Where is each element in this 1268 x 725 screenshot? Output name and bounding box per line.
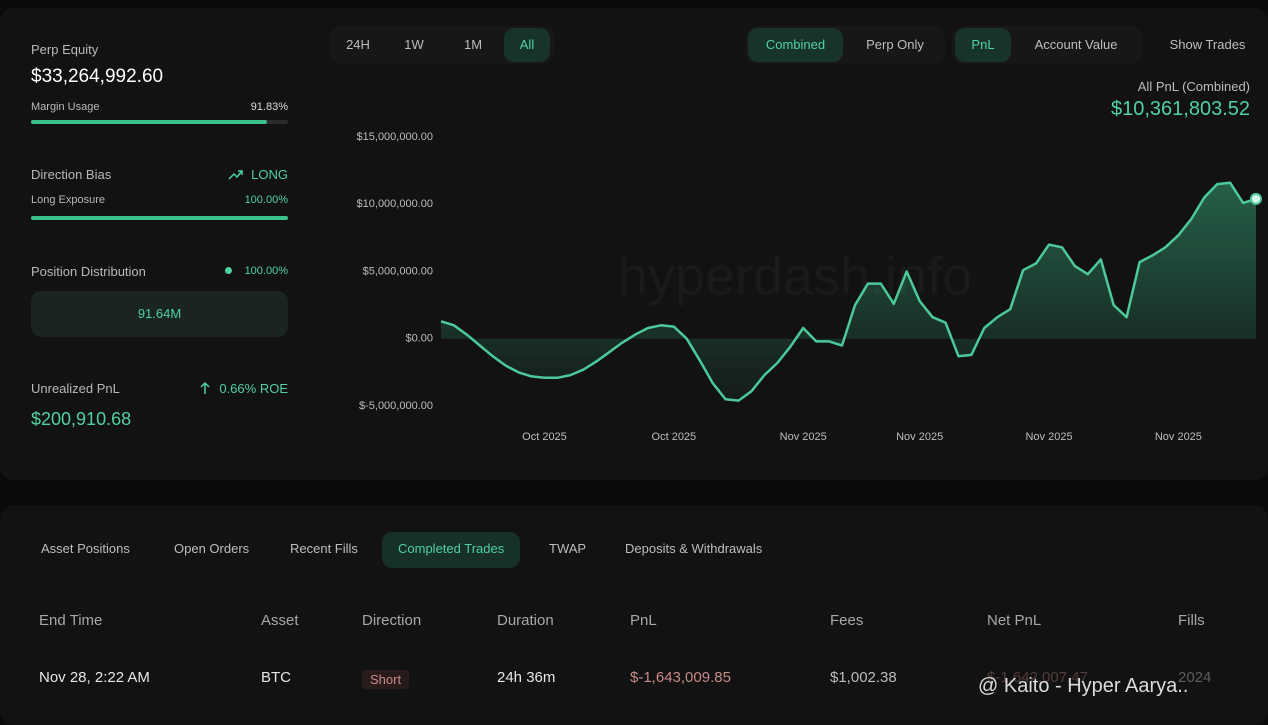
- label: Long Exposure: [31, 194, 105, 206]
- distribution-bar: 91.64M: [31, 291, 288, 337]
- dot: [225, 267, 232, 274]
- column-header: End Time: [39, 612, 103, 629]
- line: [440, 181, 1257, 402]
- cell: 2024: [1178, 669, 1212, 686]
- view-button[interactable]: Account Value: [1034, 37, 1118, 52]
- x-tick-label: Oct 2025: [652, 431, 697, 443]
- label: Unrealized PnL: [31, 381, 120, 396]
- x-tick-label: Oct 2025: [522, 431, 567, 443]
- x-tick-label: Nov 2025: [1025, 431, 1072, 443]
- cell: Short: [362, 670, 410, 689]
- column-header: Asset: [261, 612, 299, 629]
- tab[interactable]: Deposits & Withdrawals: [625, 541, 763, 556]
- tab[interactable]: Open Orders: [174, 541, 250, 556]
- label: Margin Usage: [31, 101, 100, 113]
- column-header: Fills: [1178, 612, 1205, 629]
- value: 0.66% ROE: [219, 381, 288, 396]
- range-button[interactable]: 1M: [463, 37, 483, 52]
- pnl-chart: hyperdash.info $-5,000,000.00$0.00$5,000…: [357, 131, 1262, 443]
- label: Perp Equity: [31, 42, 99, 57]
- tab[interactable]: Completed Trades: [382, 532, 521, 568]
- label: Direction Bias: [31, 167, 112, 182]
- chart-value: $10,361,803.52: [1110, 98, 1250, 120]
- chart-label: All PnL (Combined): [1137, 79, 1250, 94]
- range-button[interactable]: 1W: [404, 37, 424, 52]
- column-header: Direction: [362, 612, 422, 629]
- up-arrow: [200, 381, 210, 394]
- progress-track: [31, 120, 288, 124]
- mode-button[interactable]: Perp Only: [866, 37, 924, 52]
- value: 91.83%: [250, 101, 288, 113]
- cell: $-1,643,009.85: [630, 669, 731, 686]
- value: 100.00%: [244, 265, 288, 277]
- x-tick-label: Nov 2025: [1155, 431, 1202, 443]
- tab[interactable]: Recent Fills: [290, 541, 358, 556]
- label: Position Distribution: [31, 264, 146, 279]
- mode-button[interactable]: Combined: [748, 28, 843, 62]
- cell: BTC: [261, 669, 291, 686]
- value: 100.00%: [244, 194, 288, 206]
- y-tick-label: $5,000,000.00: [363, 265, 433, 277]
- range-button[interactable]: All: [504, 28, 550, 62]
- show-trades-button[interactable]: Show Trades: [1169, 37, 1246, 52]
- top-panel: [0, 8, 1268, 480]
- progress-fill: [31, 120, 267, 124]
- y-tick-label: $0.00: [405, 333, 433, 345]
- value: $33,264,992.60: [31, 66, 164, 87]
- progress-track: [31, 216, 288, 220]
- y-tick-label: $-5,000,000.00: [359, 400, 433, 412]
- range-button[interactable]: 24H: [346, 37, 370, 52]
- column-header: PnL: [630, 612, 657, 629]
- value: LONG: [251, 167, 288, 182]
- x-tick-label: Nov 2025: [780, 431, 827, 443]
- value: $200,910.68: [31, 409, 132, 429]
- column-header: Fees: [830, 612, 864, 629]
- cell: $1,002.38: [830, 669, 897, 686]
- end-point: [1250, 192, 1262, 205]
- y-tick-label: $15,000,000.00: [357, 131, 433, 143]
- cell: $-1,642,007.47: [987, 669, 1088, 686]
- trend-icon: [228, 170, 243, 180]
- bottom-panel: [0, 505, 1268, 725]
- cell: 24h 36m: [497, 669, 556, 686]
- cell: Nov 28, 2:22 AM: [39, 669, 150, 686]
- y-tick-label: $10,000,000.00: [357, 198, 433, 210]
- tab[interactable]: Asset Positions: [41, 541, 130, 556]
- x-tick-label: Nov 2025: [896, 431, 943, 443]
- progress-fill: [31, 216, 288, 220]
- view-button[interactable]: PnL: [955, 28, 1011, 62]
- column-header: Net PnL: [987, 612, 1042, 629]
- overlay-watermark: @ Kaito - Hyper Aarya..: [978, 675, 1189, 697]
- area: [441, 182, 1256, 401]
- tab[interactable]: TWAP: [549, 541, 587, 556]
- column-header: Duration: [497, 612, 554, 629]
